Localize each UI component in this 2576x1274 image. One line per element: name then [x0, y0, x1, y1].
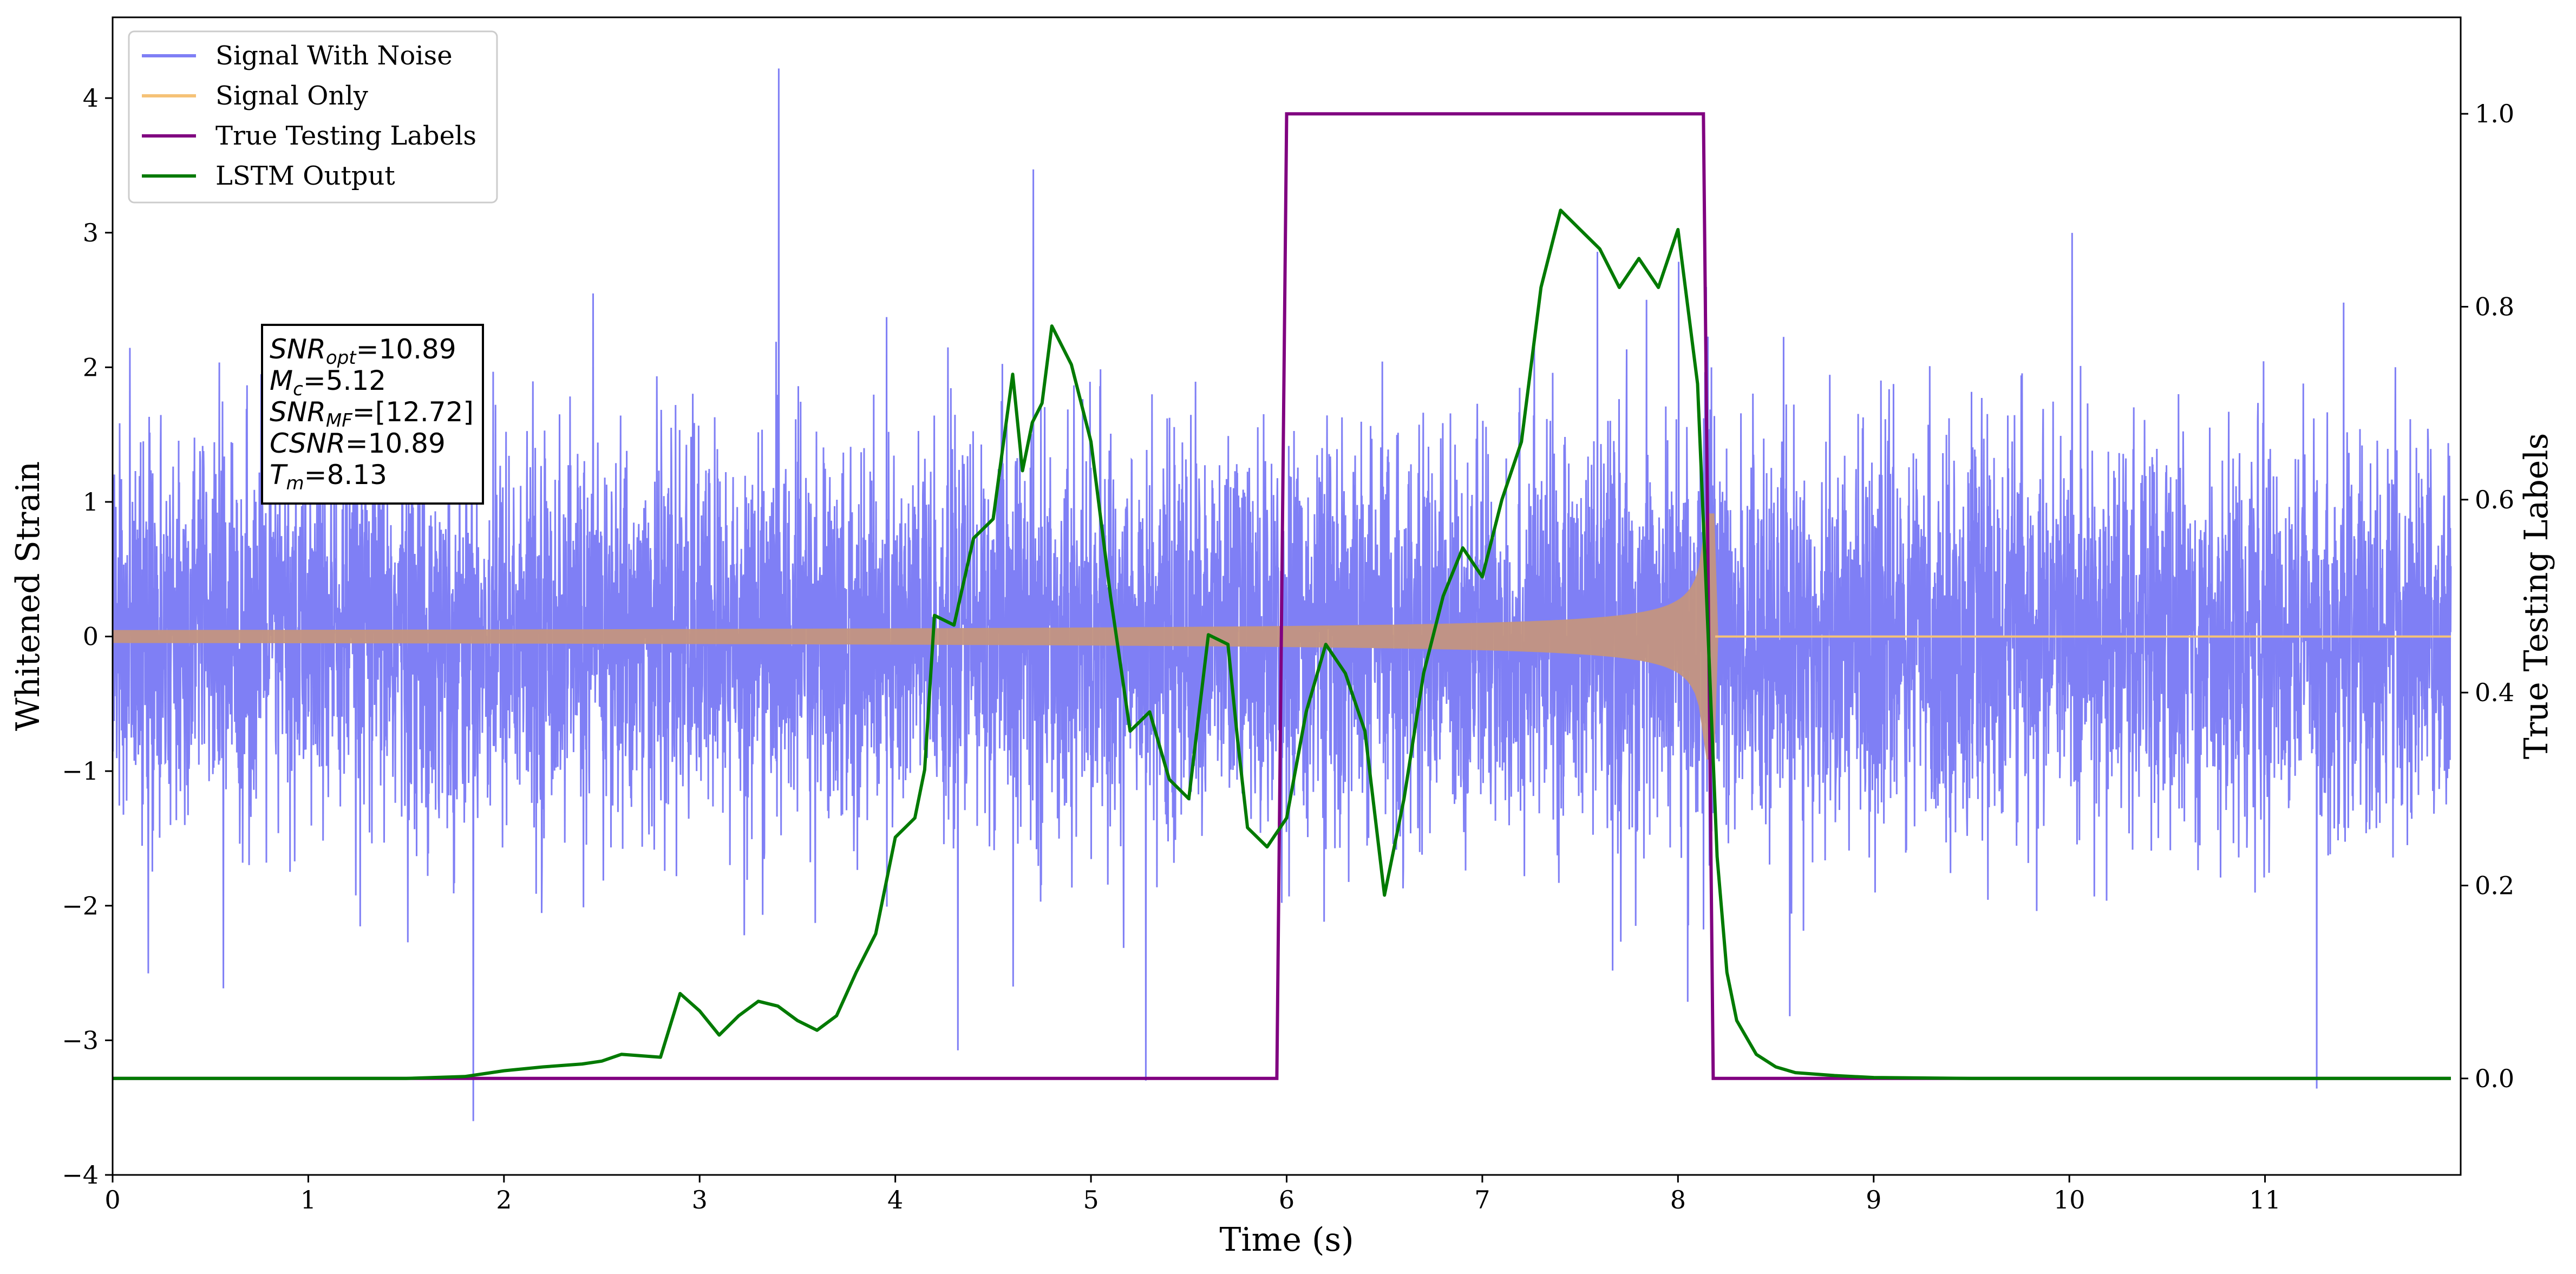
- annotation-line: SNRMF=[12.72]: [270, 396, 474, 432]
- legend-entry: Signal Only: [215, 81, 368, 111]
- x-tick-label: 1: [300, 1185, 316, 1214]
- legend-entry: Signal With Noise: [215, 41, 453, 71]
- x-tick-label: 0: [104, 1185, 120, 1214]
- y2-tick-label: 0.6: [2475, 485, 2514, 514]
- legend-frame: [128, 30, 498, 204]
- x-tick-label: 10: [2054, 1185, 2085, 1214]
- annotation-frame: [261, 324, 484, 505]
- true-testing-labels-line: [113, 112, 2451, 1080]
- axis-ticks: 0 1 2 3 4 5 6 7 8 9 10 11 −4 −3 −2 −1 0 1 2 3 4 0.0 0.2 0.4 0.6 0…: [62, 83, 2514, 1214]
- x-tick-label: 5: [1083, 1185, 1099, 1214]
- y-tick-label: −2: [62, 891, 99, 920]
- series-signal-with-noise: [112, 68, 2452, 1121]
- legend-entry: True Testing Labels: [215, 121, 476, 151]
- y-tick-label: 4: [83, 83, 99, 113]
- annotation-line: Tm=8.13: [270, 459, 387, 494]
- legend: Signal With Noise Signal Only True Testing…: [128, 30, 498, 204]
- y2-tick-label: 0.2: [2475, 871, 2514, 900]
- annotation-line: Mc=5.12: [270, 365, 386, 400]
- annotation-line: SNRopt=10.89: [270, 334, 456, 369]
- y2-tick-label: 0.8: [2475, 292, 2514, 322]
- y-tick-label: −3: [62, 1025, 99, 1055]
- y2-tick-label: 0.0: [2475, 1064, 2514, 1093]
- y-axis-label: Whitened Strain: [9, 461, 47, 731]
- series-true-testing-labels: [113, 112, 2451, 1080]
- y2-tick-label: 1.0: [2475, 99, 2514, 128]
- annotation-box: SNRopt=10.89Mc=5.12SNRMF=[12.72]CSNR=10.…: [261, 324, 484, 505]
- y-tick-label: 3: [83, 218, 99, 247]
- x-tick-label: 3: [692, 1185, 708, 1214]
- annotation-line: CSNR=10.89: [270, 428, 446, 459]
- x-tick-label: 11: [2249, 1185, 2281, 1214]
- x-axis-label: Time (s): [1219, 1221, 1354, 1259]
- x-tick-label: 8: [1670, 1185, 1686, 1214]
- x-tick-label: 9: [1866, 1185, 1881, 1214]
- series-lstm-output: [113, 208, 2451, 1080]
- signal-with-noise-line: [112, 68, 2452, 1121]
- y2-tick-label: 0.4: [2475, 678, 2514, 707]
- x-tick-label: 2: [496, 1185, 512, 1214]
- x-tick-label: 7: [1474, 1185, 1490, 1214]
- y-tick-label: −4: [62, 1160, 99, 1190]
- y2-axis-label: True Testing Labels: [2518, 433, 2555, 760]
- y-tick-label: 1: [83, 487, 99, 517]
- x-tick-label: 6: [1279, 1185, 1294, 1214]
- legend-entry: LSTM Output: [215, 161, 395, 191]
- y-tick-label: −1: [62, 756, 99, 786]
- lstm-output-line: [113, 208, 2451, 1080]
- x-tick-label: 4: [887, 1185, 903, 1214]
- y-tick-label: 2: [83, 352, 99, 382]
- y-tick-label: 0: [83, 622, 99, 651]
